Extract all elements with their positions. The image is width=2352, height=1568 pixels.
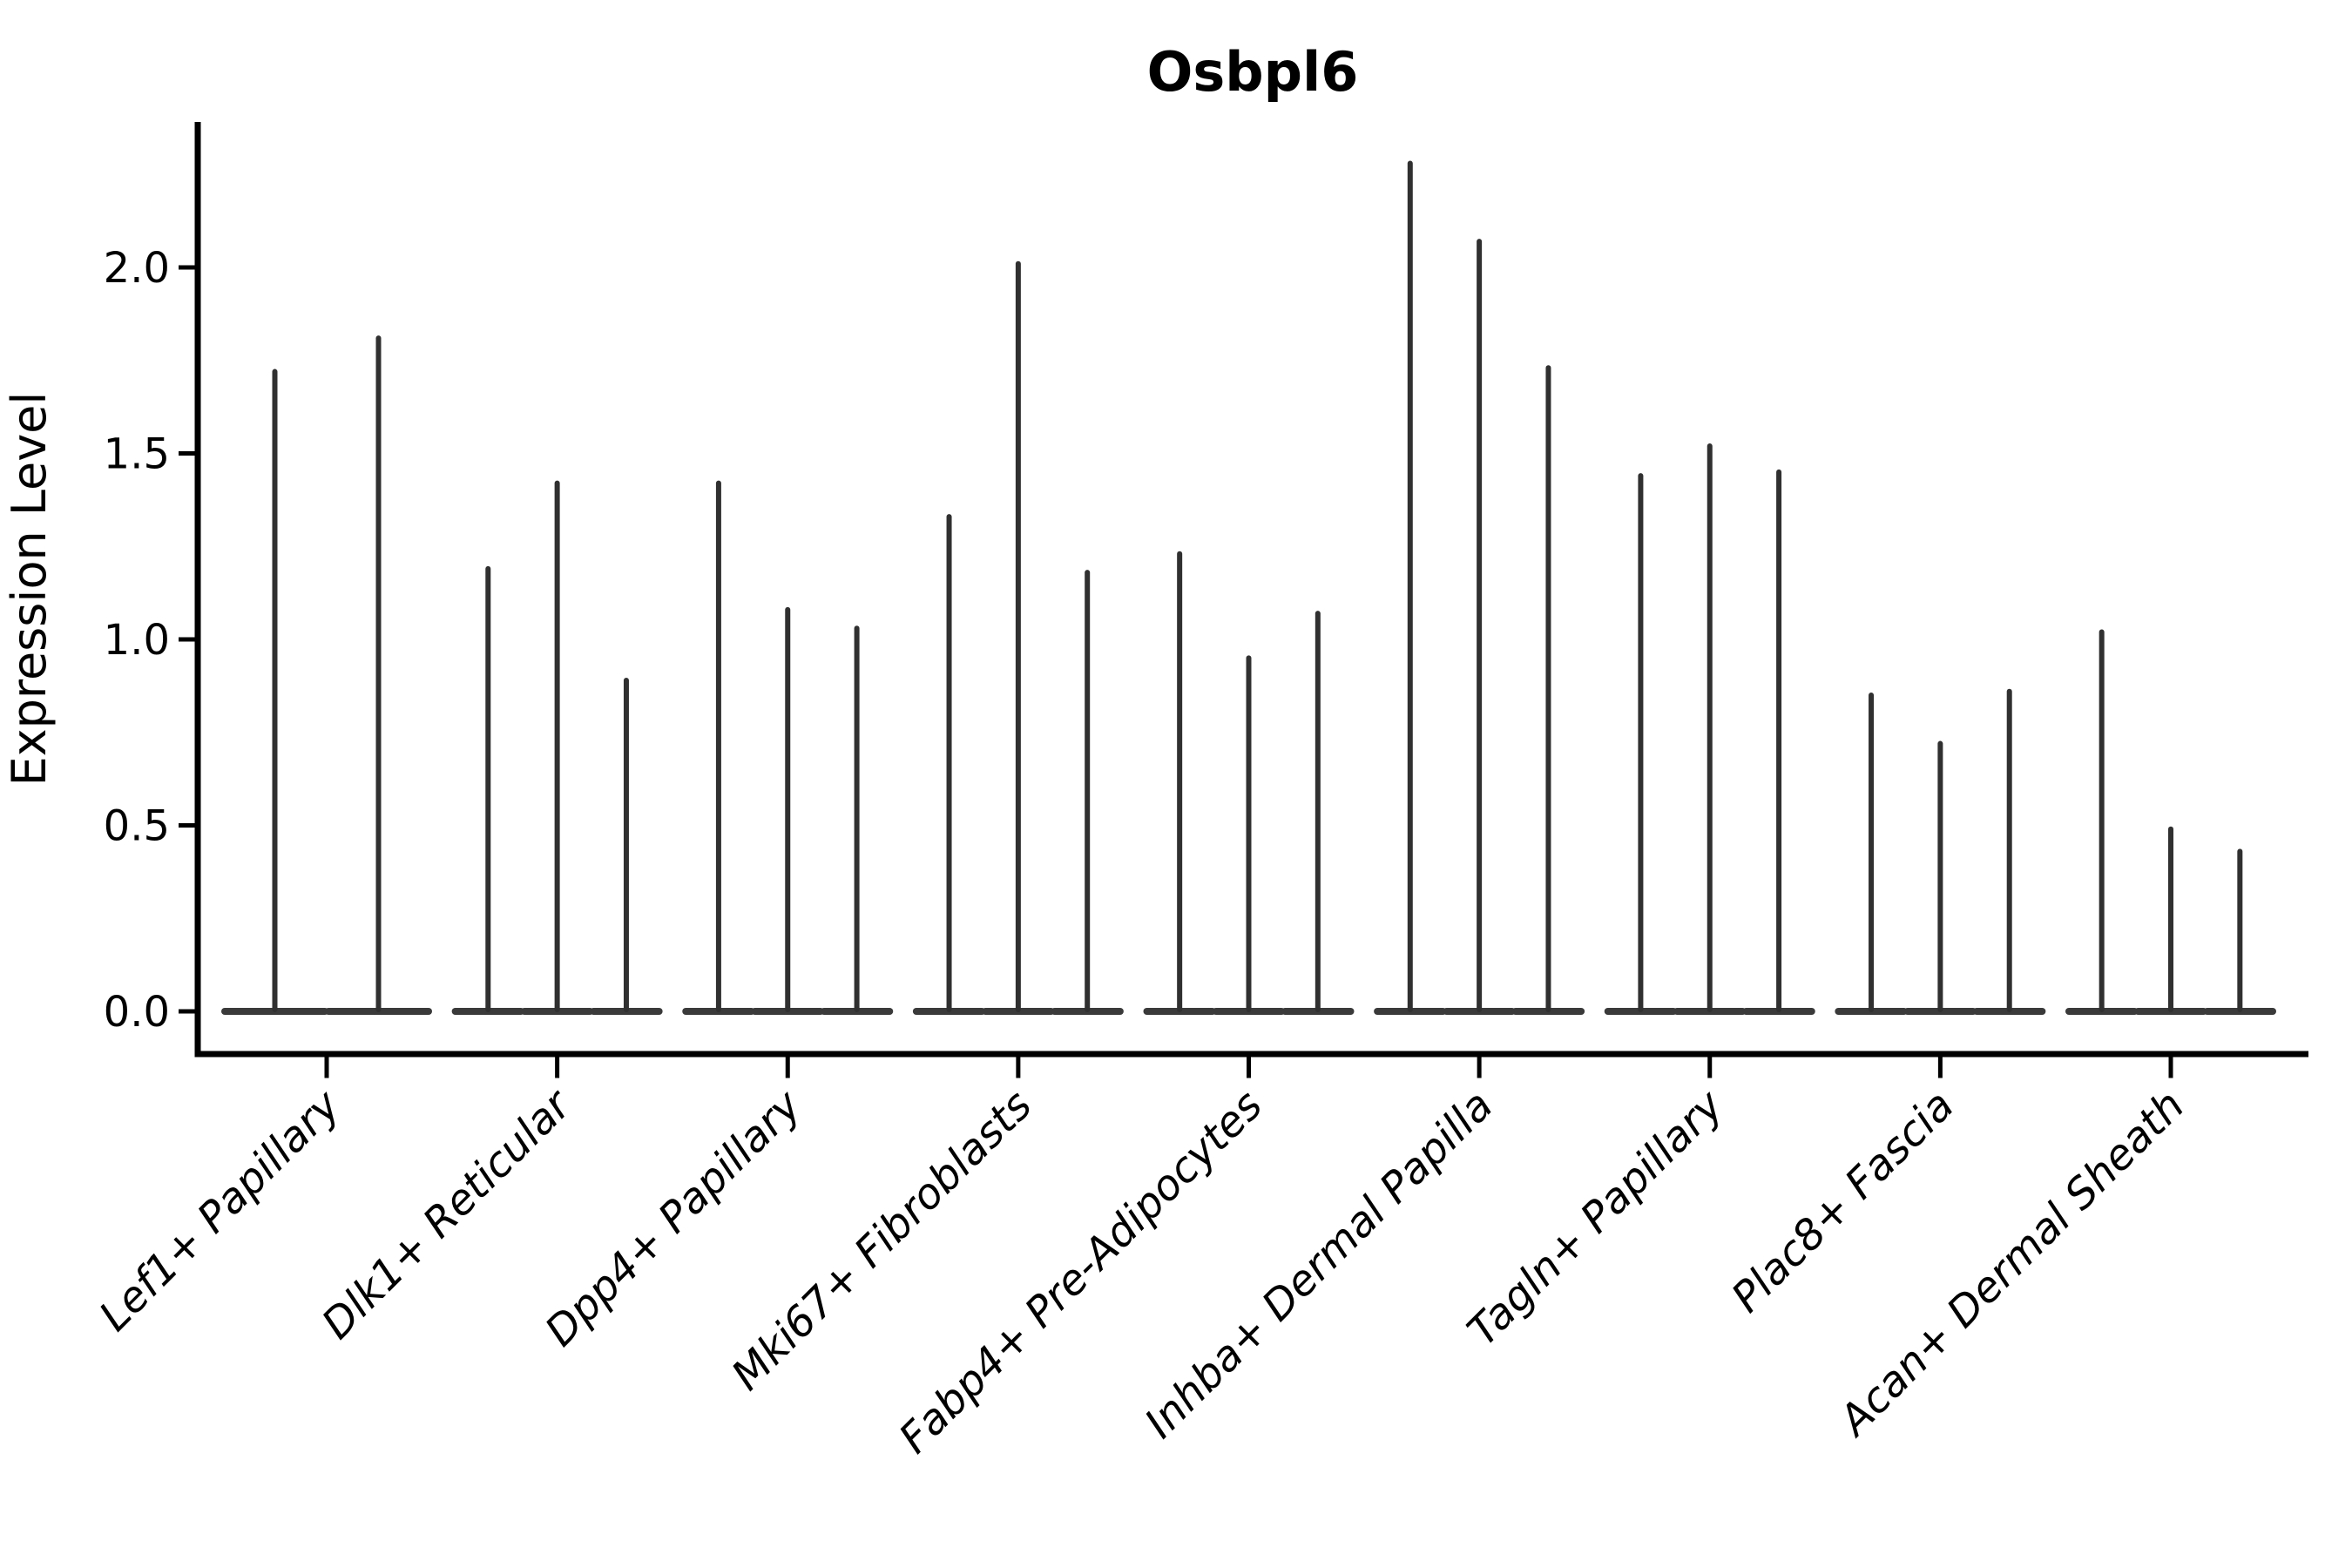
- x-tick-label: Lef1+ Papillary: [90, 1080, 350, 1341]
- x-tick-label: Plac8+ Fascia: [1722, 1081, 1963, 1322]
- y-tick-label: 1.5: [104, 430, 170, 479]
- x-tick-label: Tagln+ Papillary: [1458, 1080, 1734, 1355]
- violin-layer: [221, 160, 2276, 1015]
- y-tick-label: 1.0: [104, 616, 170, 665]
- chart-title: Osbpl6: [1147, 40, 1359, 104]
- x-tick-label: Fabp4+ Pre-Adipocytes: [889, 1081, 1272, 1463]
- x-tick-label: Dlk1+ Reticular: [313, 1079, 583, 1349]
- x-tick-label: Dpp4+ Papillary: [536, 1080, 811, 1355]
- y-tick-label: 0.5: [104, 802, 170, 851]
- y-tick-label: 2.0: [104, 244, 170, 293]
- y-tick-label: 0.0: [104, 988, 170, 1037]
- y-axis-label: Expression Level: [2, 392, 57, 787]
